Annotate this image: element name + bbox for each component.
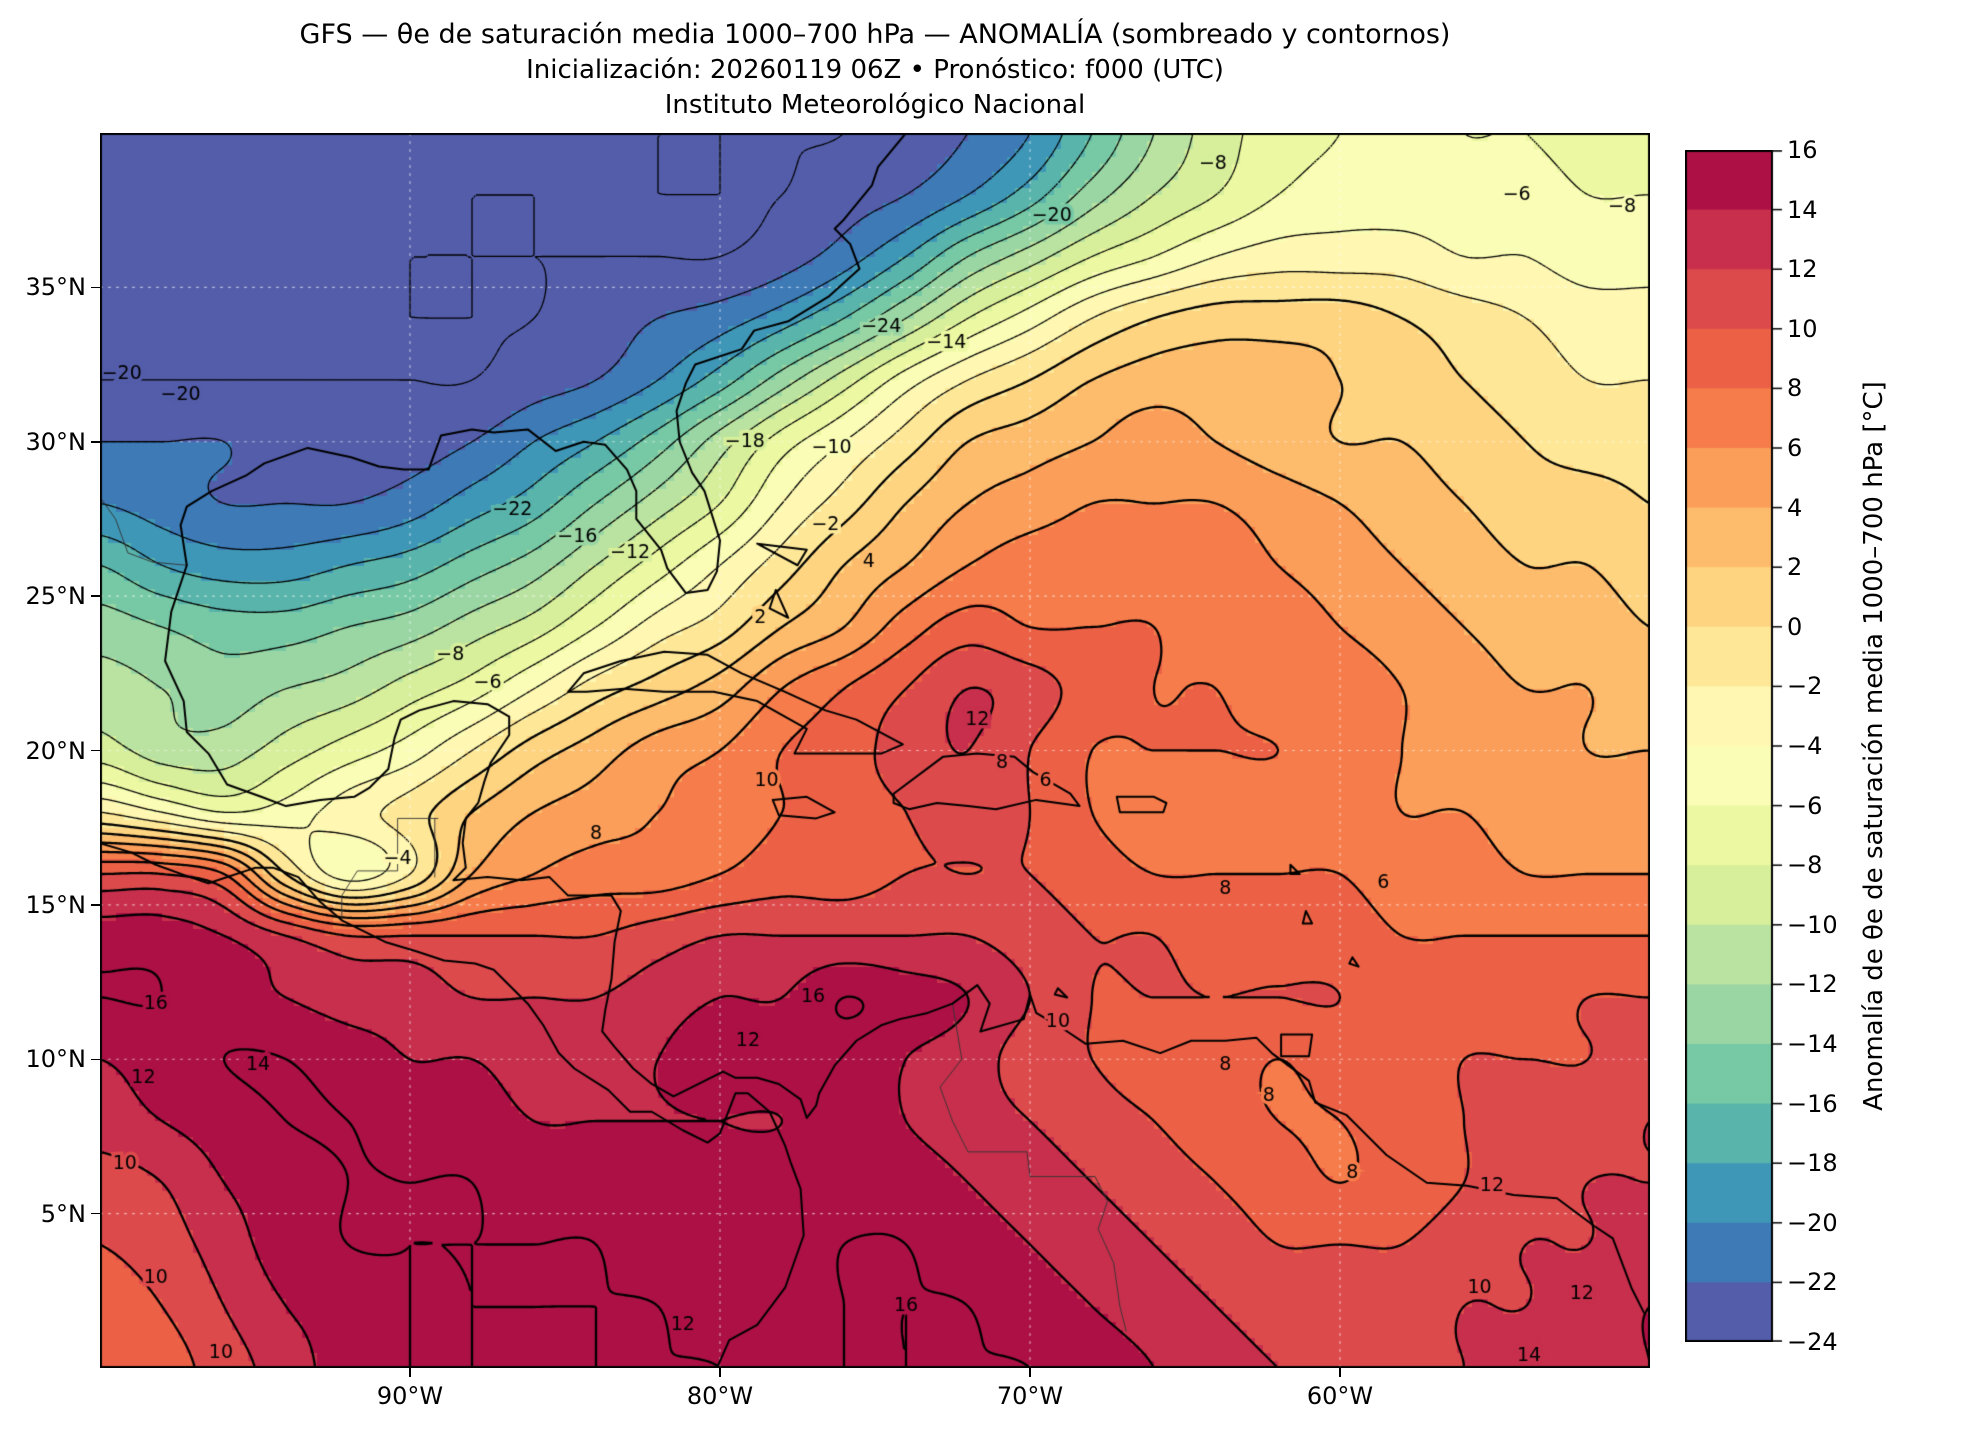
colorbar-tick-label: −22	[1787, 1268, 1838, 1297]
colorbar-tick-label: 8	[1787, 374, 1803, 403]
x-tick-mark	[1339, 1368, 1341, 1377]
y-tick-mark	[91, 441, 100, 443]
x-tick-label: 70°W	[996, 1382, 1064, 1410]
colorbar-tick-label: −12	[1787, 970, 1838, 999]
colorbar-tick-label: −14	[1787, 1030, 1838, 1058]
colorbar-tick-label: 6	[1787, 434, 1803, 462]
colorbar-tick-label: 10	[1787, 314, 1818, 343]
y-tick-mark	[91, 1058, 100, 1060]
colorbar-tick-label: −10	[1787, 910, 1838, 939]
y-tick-label: 5°N	[40, 1199, 86, 1228]
y-tick-mark	[91, 749, 100, 752]
colorbar-tick-label: 14	[1787, 195, 1818, 224]
colorbar-tick-label: −18	[1787, 1149, 1838, 1178]
colorbar-label: Anomalía de θe de saturación media 1000–…	[1859, 381, 1889, 1111]
x-tick-label: 80°W	[686, 1382, 754, 1410]
colorbar-tick-label: −24	[1787, 1328, 1838, 1356]
colorbar	[1685, 150, 1785, 1342]
chart-title: GFS — θe de saturación media 1000–700 hP…	[299, 19, 1451, 50]
colorbar-tick-label: −6	[1787, 791, 1823, 820]
colorbar-tick-label: 16	[1787, 136, 1818, 164]
colorbar-tick-label: −8	[1787, 851, 1823, 880]
y-tick-label: 20°N	[25, 736, 87, 765]
colorbar-tick-label: 2	[1787, 553, 1803, 582]
y-tick-mark	[91, 1212, 100, 1215]
y-tick-label: 15°N	[25, 890, 87, 919]
x-tick-mark	[1029, 1368, 1031, 1377]
x-tick-label: 90°W	[376, 1382, 444, 1410]
y-tick-mark	[91, 595, 100, 597]
colorbar-tick-label: 0	[1787, 612, 1803, 641]
y-tick-label: 25°N	[25, 582, 87, 611]
x-tick-mark	[409, 1368, 411, 1377]
x-tick-label: 60°W	[1306, 1382, 1374, 1410]
map-canvas	[100, 133, 1650, 1368]
colorbar-tick-label: 12	[1787, 255, 1818, 284]
colorbar-tick-label: 4	[1787, 493, 1803, 522]
y-tick-label: 30°N	[25, 427, 87, 456]
chart-subtitle: Inicialización: 20260119 06Z • Pronóstic…	[526, 55, 1224, 85]
y-tick-label: 35°N	[25, 273, 87, 302]
chart-institution: Instituto Meteorológico Nacional	[664, 90, 1086, 120]
y-tick-label: 10°N	[25, 1045, 87, 1074]
y-tick-mark	[91, 904, 100, 906]
colorbar-tick-label: −16	[1787, 1089, 1838, 1118]
colorbar-tick-label: −20	[1787, 1208, 1838, 1237]
colorbar-tick-label: −2	[1787, 672, 1823, 701]
colorbar-tick-label: −4	[1787, 732, 1823, 760]
y-tick-mark	[91, 286, 100, 289]
x-tick-mark	[719, 1368, 721, 1377]
title-block: GFS — θe de saturación media 1000–700 hP…	[100, 16, 1650, 123]
